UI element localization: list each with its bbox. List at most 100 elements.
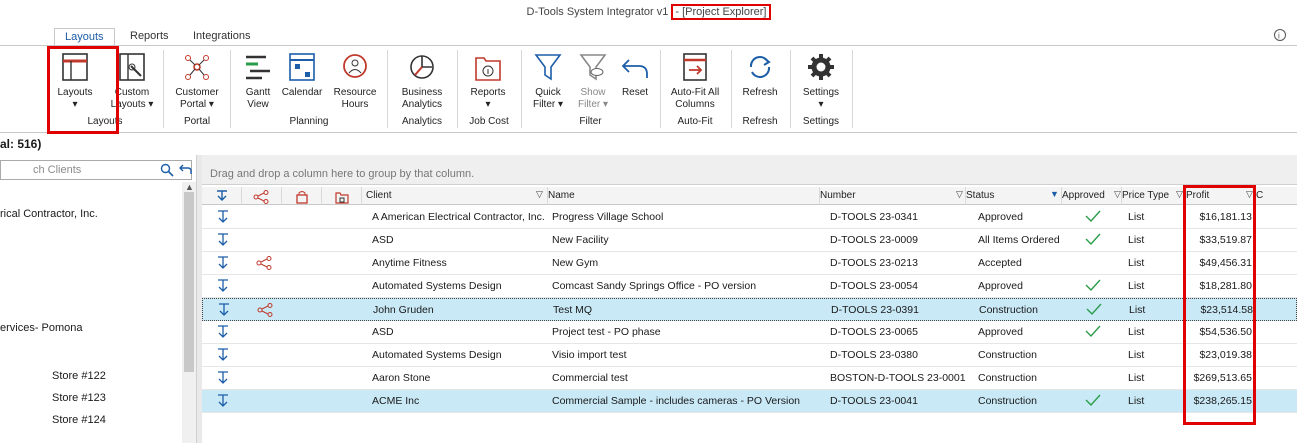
ribbon-separator: [387, 50, 388, 128]
tab-layouts[interactable]: Layouts: [54, 28, 115, 46]
client-list-item[interactable]: Store #123: [52, 392, 106, 404]
gantt-view-button[interactable]: Gantt View: [240, 50, 276, 111]
filter-icon[interactable]: ▽: [1246, 189, 1253, 199]
layouts-button[interactable]: Layouts ▾: [53, 50, 97, 111]
group-settings-label: Settings: [802, 116, 840, 127]
gear-icon: [808, 54, 834, 80]
number-cell: D-TOOLS 23-0009: [830, 234, 918, 246]
header-name[interactable]: Name: [548, 187, 820, 205]
check-icon: [1084, 278, 1102, 295]
header-lock-folder-icon[interactable]: [322, 187, 362, 205]
table-row[interactable]: ACME Inc Commercial Sample - includes cam…: [202, 390, 1297, 413]
tab-reports[interactable]: Reports: [130, 30, 169, 42]
client-cell: John Gruden: [373, 304, 434, 316]
check-icon: [1084, 209, 1102, 226]
help-icon[interactable]: i: [1273, 28, 1287, 42]
pin-icon[interactable]: [217, 303, 231, 320]
refresh-icon: [749, 56, 771, 78]
window-title-prefix: D-Tools System Integrator v1: [526, 6, 669, 18]
name-cell: Progress Village School: [552, 211, 664, 223]
filter-icon[interactable]: ▽: [956, 189, 963, 199]
client-list-item[interactable]: Store #122: [52, 370, 106, 382]
header-extra[interactable]: C: [1256, 190, 1264, 201]
client-list-scrollbar[interactable]: ▲: [182, 182, 196, 443]
filter-icon[interactable]: ▽: [536, 189, 543, 199]
client-list-item[interactable]: Store #124: [52, 414, 106, 426]
autofit-columns-button[interactable]: Auto-Fit All Columns: [665, 50, 725, 111]
name-cell: Test MQ: [553, 304, 593, 316]
share-icon[interactable]: [256, 256, 272, 273]
pin-icon[interactable]: [216, 233, 230, 250]
pin-icon[interactable]: [216, 371, 230, 388]
number-cell: BOSTON-D-TOOLS 23-0001: [830, 372, 966, 384]
pin-icon[interactable]: [216, 256, 230, 273]
pin-icon[interactable]: [216, 394, 230, 411]
customer-portal-button[interactable]: Customer Portal ▾: [172, 50, 222, 111]
share-network-icon: [185, 55, 209, 80]
table-row[interactable]: Aaron Stone Commercial test BOSTON-D-TOOLS…: [202, 367, 1297, 390]
table-row[interactable]: ASD Project test - PO phase D-TOOLS 23-006…: [202, 321, 1297, 344]
group-by-area[interactable]: Drag and drop a column here to group by …: [202, 155, 1297, 185]
header-number[interactable]: Number ▽: [820, 187, 966, 205]
ribbon-separator: [457, 50, 458, 128]
table-row[interactable]: John Gruden Test MQ D-TOOLS 23-0391 Constru…: [202, 298, 1297, 321]
filter-icon[interactable]: ▽: [1114, 189, 1121, 199]
ribbon-separator: [660, 50, 661, 128]
reports-button[interactable]: Reports ▾: [466, 50, 510, 111]
pin-icon[interactable]: [216, 210, 230, 227]
header-approved[interactable]: Approved ▽: [1062, 187, 1122, 205]
pin-icon[interactable]: [216, 348, 230, 365]
client-list-item[interactable]: ervices- Pomona: [0, 322, 83, 334]
panel-splitter[interactable]: [196, 155, 202, 443]
refresh-button[interactable]: Refresh: [737, 50, 783, 99]
filter-active-icon[interactable]: ▼: [1050, 189, 1059, 199]
name-cell: Visio import test: [552, 349, 627, 361]
search-icon[interactable]: [160, 163, 174, 180]
header-price-type[interactable]: Price Type ▽: [1122, 187, 1186, 205]
status-cell: Approved: [978, 326, 1023, 338]
table-row[interactable]: ASD New Facility D-TOOLS 23-0009 All Items …: [202, 229, 1297, 252]
profit-cell: $16,181.13: [1199, 211, 1252, 223]
number-cell: D-TOOLS 23-0341: [830, 211, 918, 223]
total-count-label: al: 516): [0, 137, 42, 151]
business-analytics-button[interactable]: Business Analytics: [396, 50, 448, 111]
check-icon: [1084, 232, 1102, 249]
scroll-up-icon[interactable]: ▲: [185, 182, 194, 192]
tab-integrations[interactable]: Integrations: [193, 30, 251, 42]
settings-button[interactable]: Settings ▾: [798, 50, 844, 111]
client-cell: Aaron Stone: [372, 372, 431, 384]
pin-icon[interactable]: [216, 325, 230, 342]
group-refresh-label: Refresh: [742, 116, 778, 127]
group-portal-label: Portal: [183, 116, 211, 127]
status-cell: Construction: [978, 349, 1037, 361]
header-status[interactable]: Status ▼: [966, 187, 1062, 205]
table-row[interactable]: Automated Systems Design Visio import tes…: [202, 344, 1297, 367]
price-type-cell: List: [1128, 211, 1145, 223]
header-lock-icon[interactable]: [282, 187, 322, 205]
client-list-item[interactable]: rical Contractor, Inc.: [0, 208, 98, 220]
custom-layouts-button[interactable]: Custom Layouts ▾: [107, 50, 157, 111]
status-cell: All Items Ordered: [978, 234, 1060, 246]
resource-hours-button[interactable]: Resource Hours: [332, 50, 378, 111]
ribbon-separator: [852, 50, 853, 128]
header-pin-icon[interactable]: [202, 187, 242, 205]
price-type-cell: List: [1128, 257, 1145, 269]
table-row[interactable]: A American Electrical Contractor, Inc. Pr…: [202, 206, 1297, 229]
filter-icon: [534, 54, 562, 81]
share-icon[interactable]: [257, 303, 273, 320]
clear-search-icon[interactable]: [178, 162, 192, 179]
status-cell: Approved: [978, 211, 1023, 223]
header-client[interactable]: Client ▽: [366, 187, 548, 205]
table-row[interactable]: Anytime Fitness New Gym D-TOOLS 23-0213 Acc…: [202, 252, 1297, 275]
number-cell: D-TOOLS 23-0380: [830, 349, 918, 361]
scrollbar-thumb[interactable]: [184, 192, 194, 372]
show-filter-button[interactable]: Show Filter ▾: [573, 50, 613, 111]
calendar-button[interactable]: Calendar: [280, 50, 324, 99]
table-row[interactable]: Automated Systems Design Comcast Sandy Sp…: [202, 275, 1297, 298]
filter-icon[interactable]: ▽: [1176, 189, 1183, 199]
price-type-cell: List: [1128, 234, 1145, 246]
header-share-icon[interactable]: [242, 187, 282, 205]
pin-icon[interactable]: [216, 279, 230, 296]
quick-filter-button[interactable]: Quick Filter ▾: [528, 50, 568, 111]
reset-button[interactable]: Reset: [617, 50, 653, 99]
